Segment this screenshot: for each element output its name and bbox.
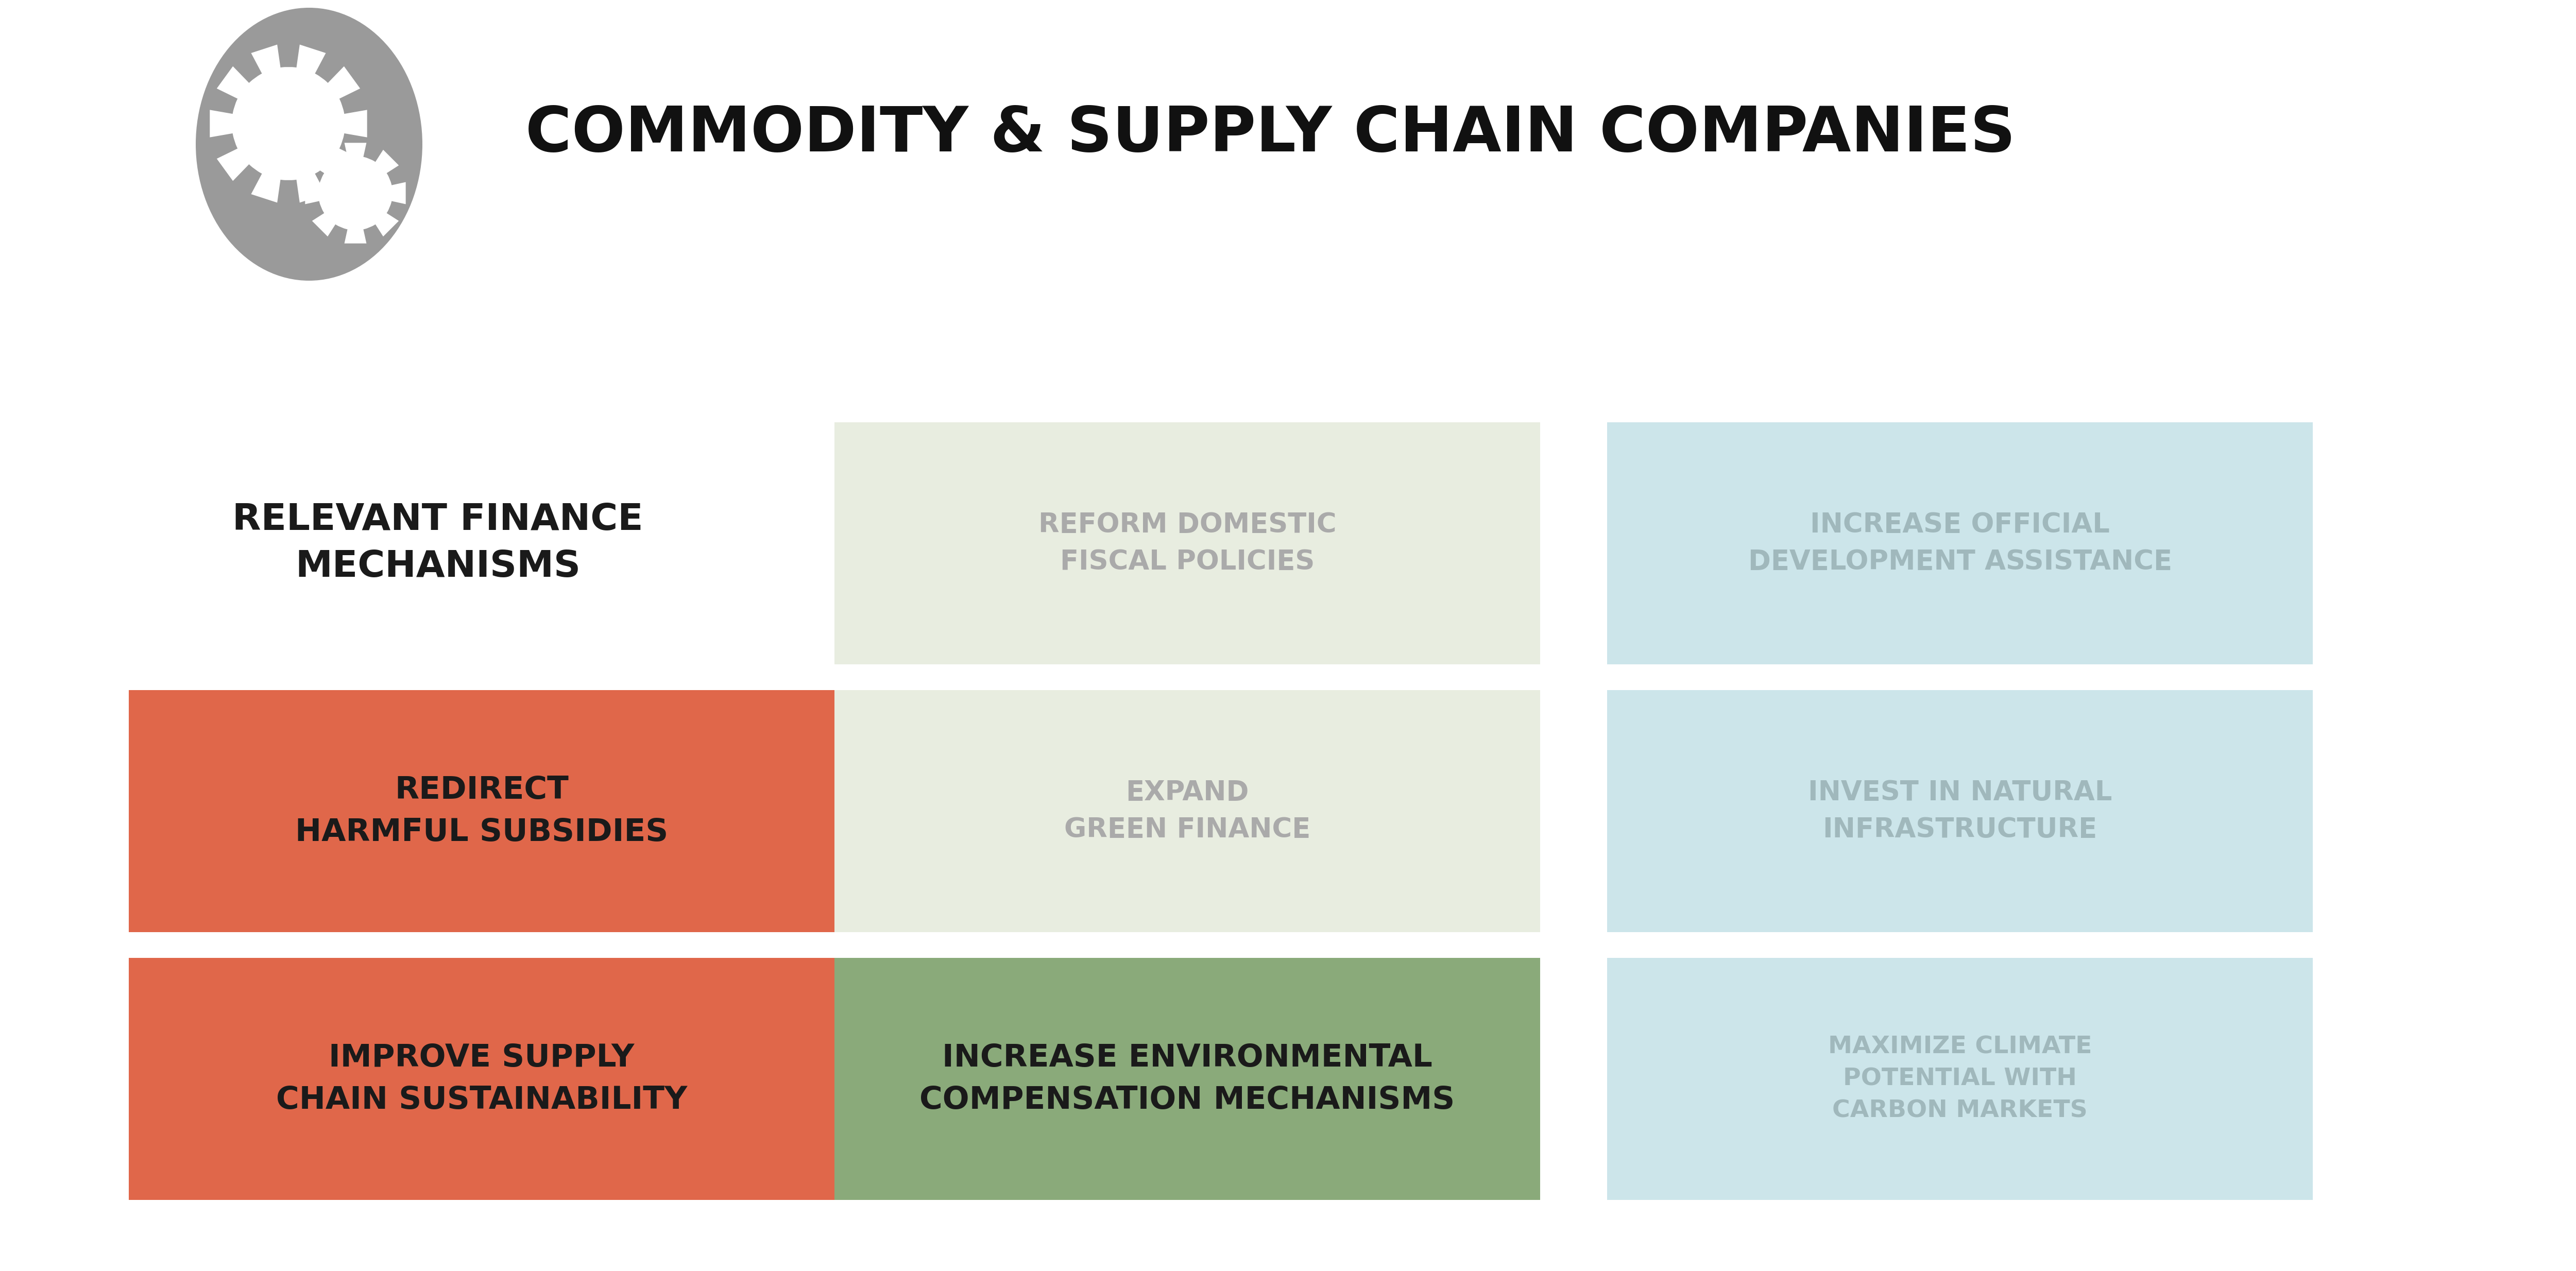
Text: IMPROVE SUPPLY
CHAIN SUSTAINABILITY: IMPROVE SUPPLY CHAIN SUSTAINABILITY	[276, 1042, 688, 1115]
Text: REFORM DOMESTIC
FISCAL POLICIES: REFORM DOMESTIC FISCAL POLICIES	[1038, 511, 1337, 576]
FancyBboxPatch shape	[835, 958, 1540, 1200]
Circle shape	[265, 100, 312, 146]
FancyBboxPatch shape	[1607, 422, 2313, 665]
FancyBboxPatch shape	[835, 690, 1540, 932]
FancyBboxPatch shape	[129, 958, 835, 1200]
Text: INCREASE ENVIRONMENTAL
COMPENSATION MECHANISMS: INCREASE ENVIRONMENTAL COMPENSATION MECH…	[920, 1042, 1455, 1115]
Text: MAXIMIZE CLIMATE
POTENTIAL WITH
CARBON MARKETS: MAXIMIZE CLIMATE POTENTIAL WITH CARBON M…	[1829, 1035, 2092, 1122]
Polygon shape	[209, 44, 368, 202]
Text: REDIRECT
HARMFUL SUBSIDIES: REDIRECT HARMFUL SUBSIDIES	[296, 775, 667, 848]
Text: COMMODITY & SUPPLY CHAIN COMPANIES: COMMODITY & SUPPLY CHAIN COMPANIES	[526, 104, 2014, 164]
FancyBboxPatch shape	[1607, 958, 2313, 1200]
Text: INVEST IN NATURAL
INFRASTRUCTURE: INVEST IN NATURAL INFRASTRUCTURE	[1808, 779, 2112, 843]
Text: RELEVANT FINANCE
MECHANISMS: RELEVANT FINANCE MECHANISMS	[232, 502, 644, 585]
Circle shape	[340, 178, 371, 208]
Ellipse shape	[196, 8, 422, 281]
FancyBboxPatch shape	[129, 690, 835, 932]
Polygon shape	[304, 142, 407, 244]
FancyBboxPatch shape	[835, 422, 1540, 665]
FancyBboxPatch shape	[1607, 690, 2313, 932]
Text: EXPAND
GREEN FINANCE: EXPAND GREEN FINANCE	[1064, 779, 1311, 843]
Text: INCREASE OFFICIAL
DEVELOPMENT ASSISTANCE: INCREASE OFFICIAL DEVELOPMENT ASSISTANCE	[1749, 511, 2172, 576]
